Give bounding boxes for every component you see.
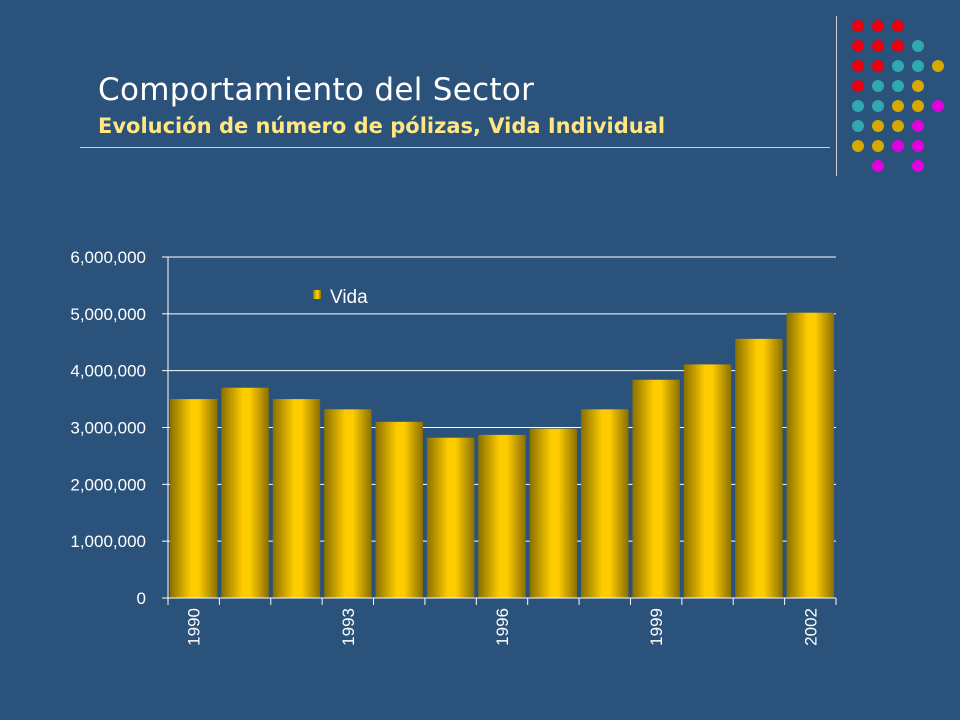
decor-dot xyxy=(892,80,904,92)
decor-dot xyxy=(892,20,904,32)
x-tick-label: 1999 xyxy=(647,608,666,646)
slide-title: Comportamiento del Sector xyxy=(98,72,535,108)
decor-dot xyxy=(932,60,944,72)
decor-dot xyxy=(852,100,864,112)
bar-1997 xyxy=(529,428,578,598)
bar-1998 xyxy=(581,409,629,598)
x-tick-label: 1990 xyxy=(185,608,204,646)
decor-dot xyxy=(852,20,864,32)
decor-dot xyxy=(852,140,864,152)
slide-subtitle: Evolución de número de pólizas, Vida Ind… xyxy=(98,114,666,138)
decor-dot xyxy=(892,40,904,52)
decor-dot xyxy=(872,20,884,32)
x-tick-label: 1993 xyxy=(339,608,358,646)
decor-dot xyxy=(872,80,884,92)
bar-2001 xyxy=(735,338,783,598)
bar-1992 xyxy=(272,399,321,598)
y-tick-labels: 0 1,000,000 2,000,000 3,000,000 4,000,000 5,0… xyxy=(70,248,146,608)
decor-dot xyxy=(852,40,864,52)
x-tick-labels: 1990 1993 1996 1999 2002 xyxy=(185,608,821,646)
vertical-divider xyxy=(836,16,837,176)
bar-1995 xyxy=(426,437,475,598)
decor-dot xyxy=(872,100,884,112)
bar-1991 xyxy=(221,387,269,598)
x-tick-label: 1996 xyxy=(493,608,512,646)
y-tick-label: 3,000,000 xyxy=(70,419,146,438)
y-tick-label: 6,000,000 xyxy=(70,248,146,267)
bars xyxy=(170,312,834,598)
decor-dot xyxy=(892,120,904,132)
decor-dot xyxy=(912,120,924,132)
decor-dot xyxy=(852,60,864,72)
bar-2002 xyxy=(786,312,834,598)
decor-dot xyxy=(852,120,864,132)
legend-label: Vida xyxy=(330,287,368,308)
bar-1990 xyxy=(170,399,218,598)
y-tick-label: 5,000,000 xyxy=(70,305,146,324)
bar-1994 xyxy=(375,421,423,598)
bar-1999 xyxy=(632,379,680,598)
bar-1993 xyxy=(324,409,372,598)
legend: Vida xyxy=(313,287,368,308)
bar-1996 xyxy=(478,434,526,598)
decor-dot xyxy=(872,160,884,172)
y-tick-label: 2,000,000 xyxy=(70,475,146,494)
decor-dot xyxy=(872,120,884,132)
axes xyxy=(167,257,837,605)
decor-dot xyxy=(912,40,924,52)
decor-dot xyxy=(872,60,884,72)
decor-dot xyxy=(912,60,924,72)
decor-dot xyxy=(892,140,904,152)
decor-dot xyxy=(912,140,924,152)
decor-dot xyxy=(892,100,904,112)
title-divider xyxy=(80,147,830,148)
decor-dot xyxy=(912,100,924,112)
decorative-dot-grid xyxy=(852,20,944,172)
decor-dot xyxy=(932,100,944,112)
y-tick-label: 1,000,000 xyxy=(70,532,146,551)
bar-2000 xyxy=(683,364,732,598)
y-tick-label: 0 xyxy=(137,589,146,608)
decor-dot xyxy=(912,80,924,92)
legend-swatch xyxy=(313,290,321,299)
decor-dot xyxy=(912,160,924,172)
decor-dot xyxy=(872,140,884,152)
x-tick-label: 2002 xyxy=(801,608,820,646)
decor-dot xyxy=(892,60,904,72)
decor-dot xyxy=(872,40,884,52)
y-tick-label: 4,000,000 xyxy=(70,362,146,381)
decor-dot xyxy=(852,80,864,92)
